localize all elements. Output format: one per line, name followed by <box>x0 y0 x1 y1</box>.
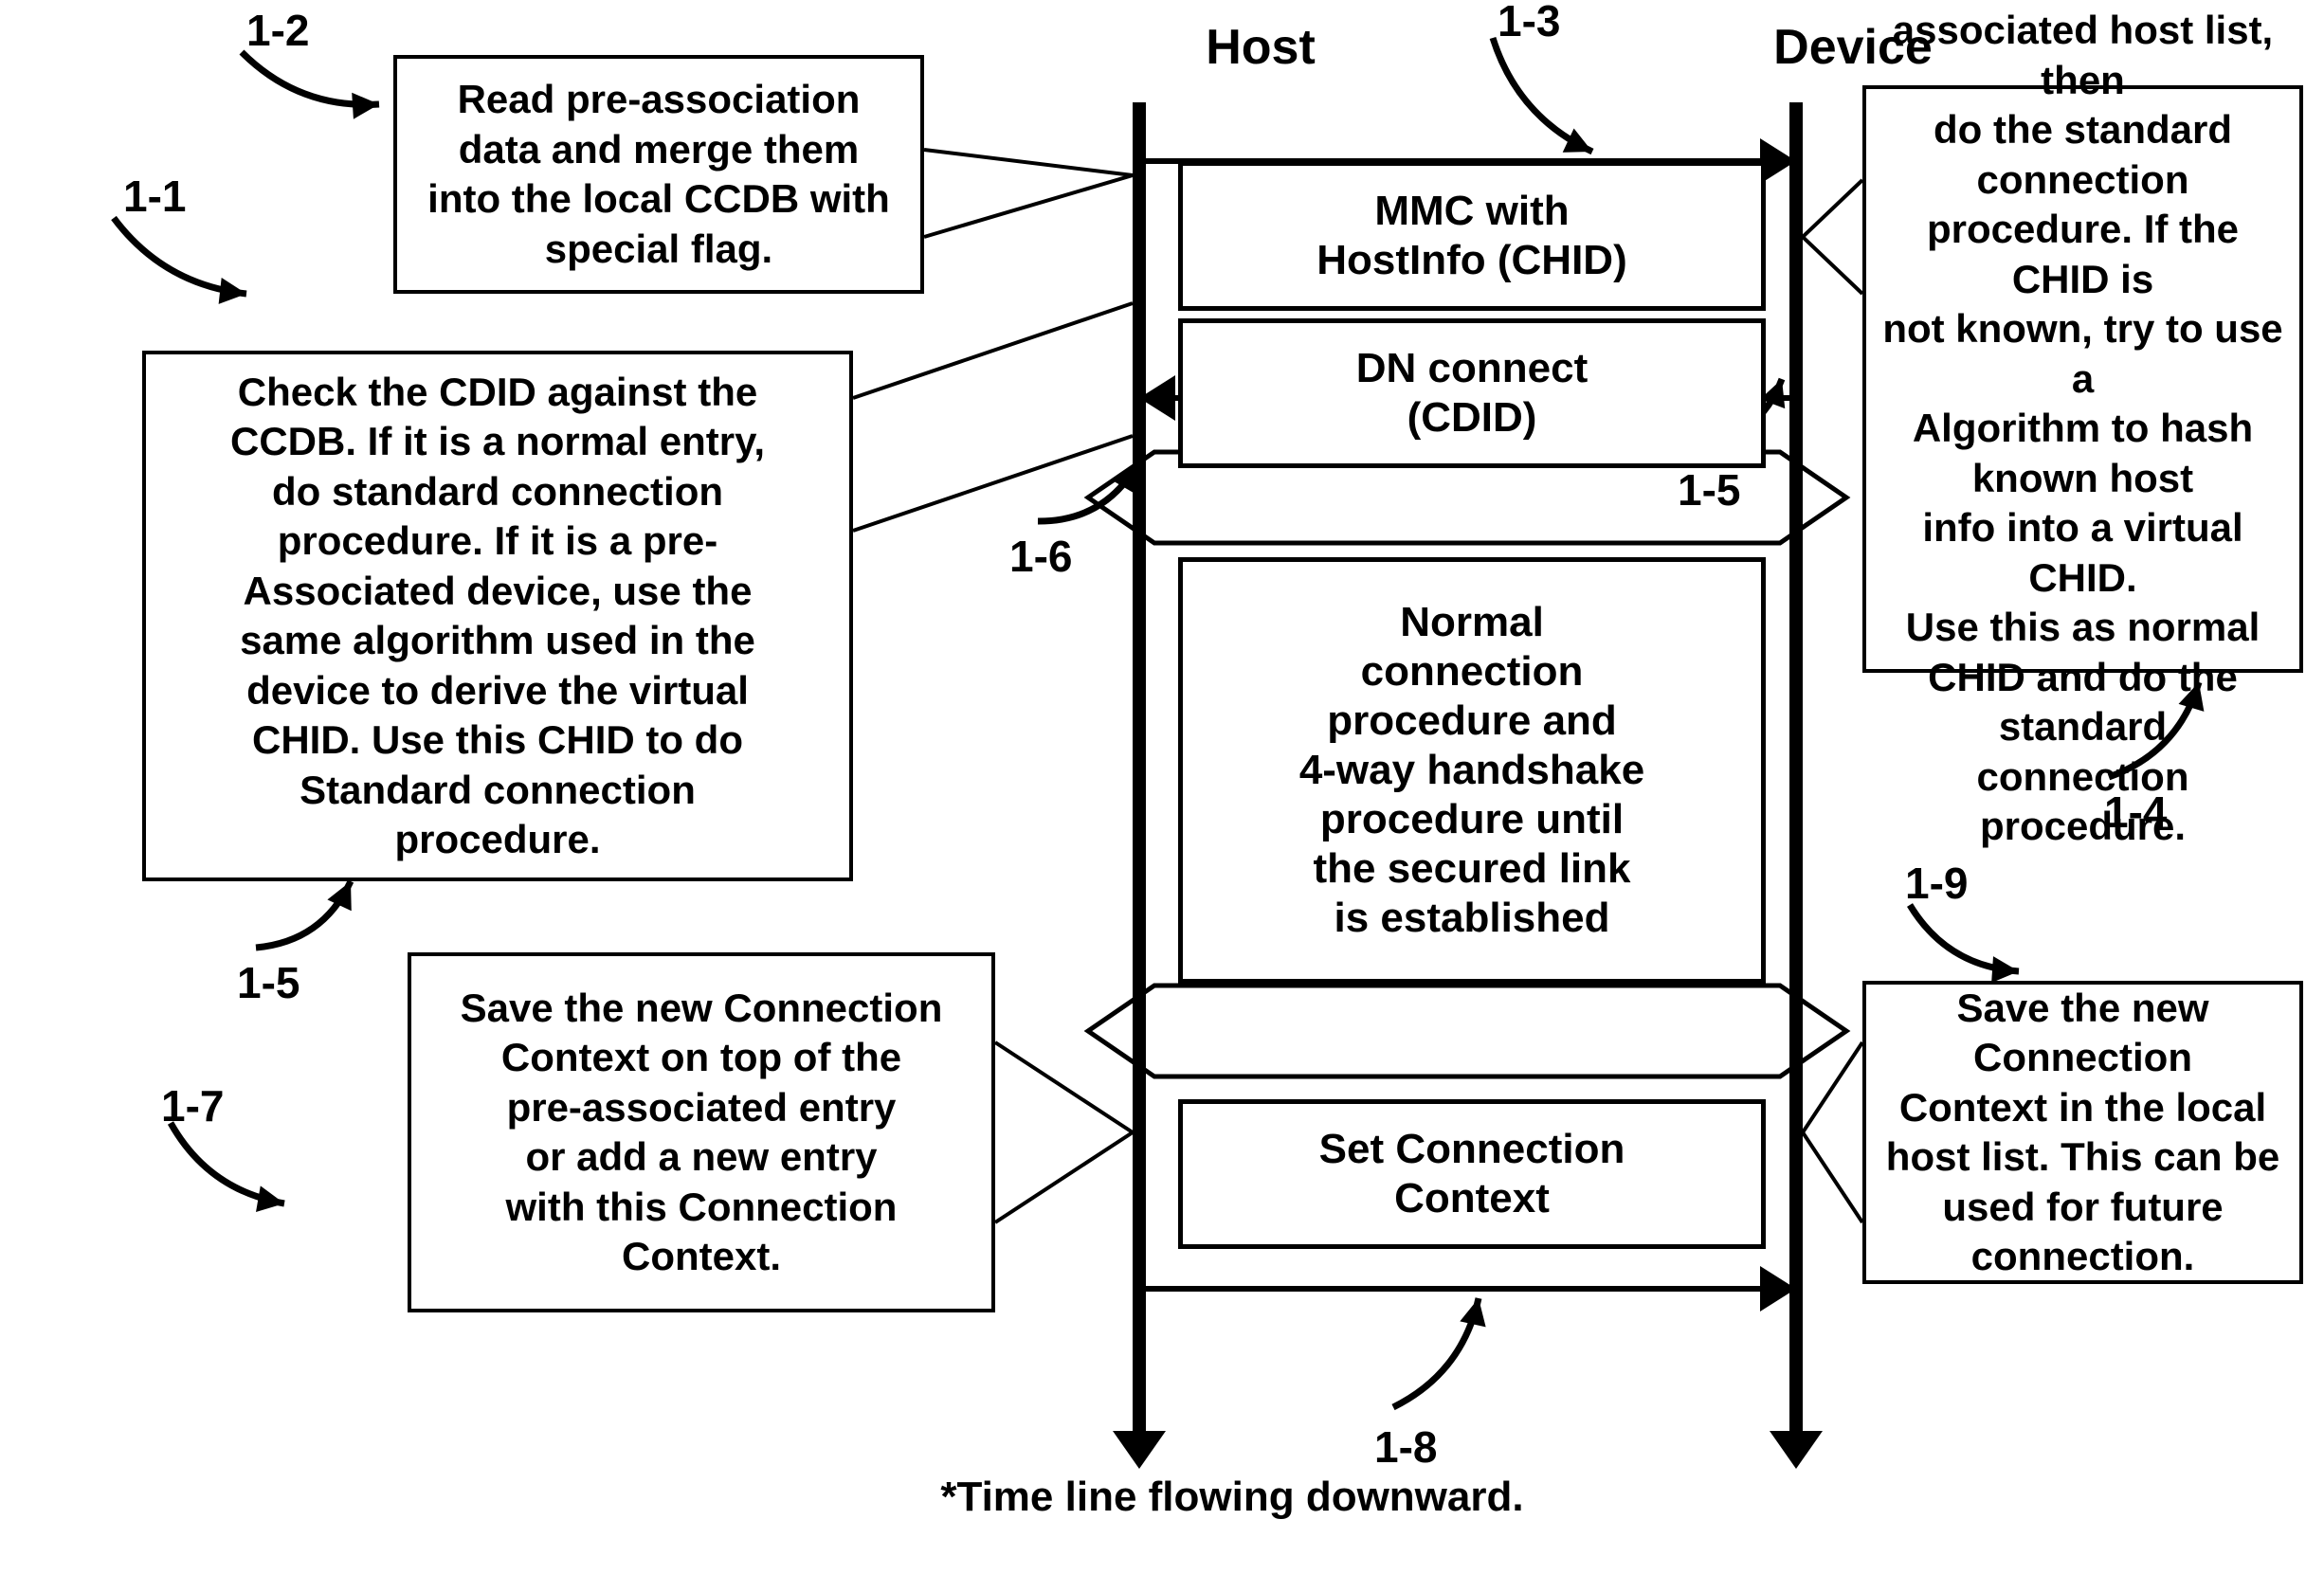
diagram-stage: Host Device MMC withHostInfo (CHID) DN c… <box>0 0 2324 1574</box>
note-1-9: Save the new ConnectionContext in the lo… <box>1862 981 2303 1284</box>
msg-dn: DN connect(CDID) <box>1178 318 1766 468</box>
ref-1-9: 1-9 <box>1905 858 1968 909</box>
ref-1-6: 1-6 <box>1009 531 1072 582</box>
ref-1-7: 1-7 <box>161 1080 224 1131</box>
msg-normal: Normalconnectionprocedure and4-way hands… <box>1178 557 1766 984</box>
ref-1-5-right: 1-5 <box>1678 464 1740 516</box>
msg-setctx: Set ConnectionContext <box>1178 1099 1766 1249</box>
ref-1-2: 1-2 <box>246 5 309 56</box>
note-1-4: Check the CHID. If it is in theassociate… <box>1862 85 2303 673</box>
note-1-2: Read pre-associationdata and merge themi… <box>393 55 924 294</box>
ref-1-1: 1-1 <box>123 171 186 222</box>
note-1-7: Save the new ConnectionContext on top of… <box>408 952 995 1312</box>
note-1-5: Check the CDID against theCCDB. If it is… <box>142 351 853 881</box>
ref-1-3: 1-3 <box>1498 0 1560 46</box>
ref-1-4: 1-4 <box>2104 787 2167 838</box>
ref-1-8: 1-8 <box>1374 1421 1437 1473</box>
footnote: *Time line flowing downward. <box>853 1474 1611 1521</box>
msg-mmc: MMC withHostInfo (CHID) <box>1178 161 1766 311</box>
ref-1-5-left: 1-5 <box>237 957 300 1008</box>
